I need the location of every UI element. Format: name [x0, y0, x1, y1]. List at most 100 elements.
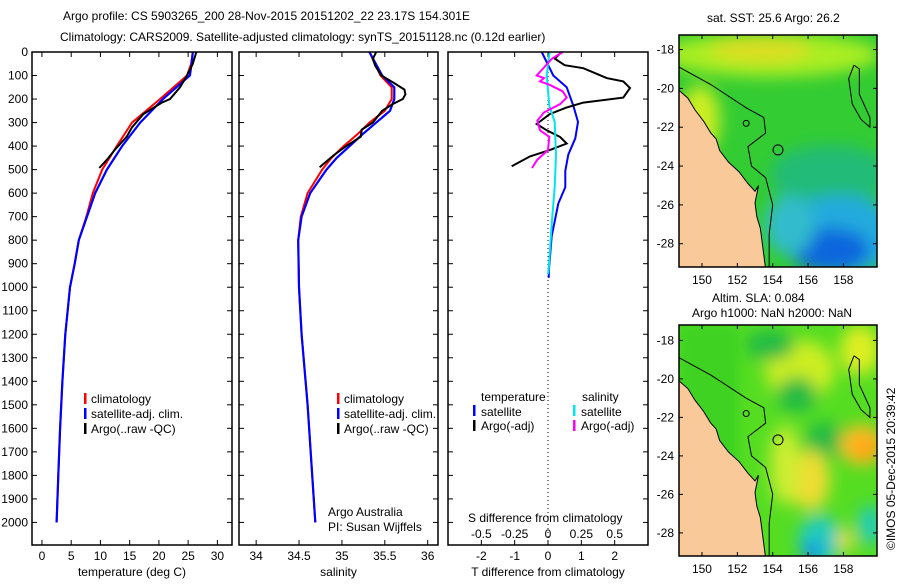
sst-map-title: sat. SST: 25.6 Argo: 26.2 [707, 11, 840, 25]
lat-tick-label: -22 [657, 120, 675, 134]
difference-legend: temperature satellite Argo(-adj) salinit… [468, 390, 634, 525]
legend-swatch-satellite [84, 408, 87, 419]
x-tick-label: 2 [611, 549, 618, 563]
legend-heading-salinity: salinity [582, 390, 619, 404]
sst-map-frame [678, 34, 878, 268]
y-tick-label: 400 [8, 139, 28, 153]
series-line-argo-raw-qc- [98, 51, 198, 169]
legend-swatch-temp-argo [473, 420, 476, 431]
land-australia [679, 89, 766, 267]
lat-tick-label: -20 [657, 81, 675, 95]
lat-tick-label: -28 [657, 526, 675, 540]
x-tick-label: 1 [578, 549, 585, 563]
legend-label: Argo(-adj) [481, 419, 534, 433]
temperature-legend: climatology satellite-adj. clim. Argo(..… [84, 392, 183, 436]
sla-map-frame [678, 324, 878, 557]
x-tick-label: 35 [335, 549, 349, 563]
y-tick-label: 700 [8, 210, 28, 224]
reef-contour [848, 355, 871, 419]
series-line-satellite-adj-clim- [297, 51, 396, 523]
legend-swatch-sal-argo [573, 420, 576, 431]
y-tick-label: 1300 [1, 351, 28, 365]
y-tick-label: 1000 [1, 280, 28, 294]
y-tick-label: 2000 [1, 515, 28, 529]
lon-tick-label: 154 [763, 562, 783, 576]
lon-tick-label: 156 [798, 562, 818, 576]
lat-tick-label: -18 [657, 43, 675, 57]
lat-tick-label: -18 [657, 333, 675, 347]
legend-swatch-argo [337, 423, 340, 434]
s-tick-label: -0.25 [501, 527, 529, 541]
reef-contour [742, 119, 750, 127]
x-tick-label: 10 [94, 549, 108, 563]
lon-tick-label: 152 [727, 273, 747, 287]
legend-swatch-satellite [337, 408, 340, 419]
argo-float-location-marker [772, 434, 784, 446]
legend-label: Argo(..raw -QC) [344, 422, 429, 436]
title-line-1: Argo profile: CS 5903265_200 28-Nov-2015… [63, 9, 470, 23]
x-axis-label: temperature (deg C) [78, 565, 186, 579]
title-line-2: Climatology: CARS2009. Satellite-adjuste… [60, 30, 545, 44]
credit-text: ©IMOS 05-Dec-2015 20:39:42 [884, 387, 898, 550]
reef-contour [742, 410, 750, 418]
lat-tick-label: -24 [657, 449, 675, 463]
x-tick-label: 5 [68, 549, 75, 563]
difference-panel: -2 -1 0 1 2 T difference from climatology -0.5… [447, 51, 649, 579]
annotation-argo-australia: Argo Australia [328, 505, 403, 519]
y-tick-label: 0 [21, 45, 28, 59]
y-tick-label: 100 [8, 69, 28, 83]
argo-float-location-marker [772, 144, 784, 156]
s-axis-label: S difference from climatology [468, 511, 623, 525]
lat-tick-label: -20 [657, 372, 675, 386]
bathymetry-contour [679, 357, 774, 556]
s-tick-label: 0 [545, 527, 552, 541]
y-tick-label: 1100 [2, 304, 28, 318]
lon-tick-label: 158 [833, 562, 853, 576]
legend-label: Argo(-adj) [581, 419, 634, 433]
x-tick-label: -1 [509, 549, 520, 563]
x-tick-label: 34 [249, 549, 263, 563]
legend-label: satellite-adj. clim. [344, 407, 436, 421]
series-line-climatology [55, 51, 194, 523]
series-line-salinity-argo-adj- [531, 51, 568, 169]
lat-tick-label: -26 [657, 198, 675, 212]
s-tick-label: 0.5 [606, 527, 623, 541]
sla-map-title-2: Argo h1000: NaN h2000: NaN [692, 306, 852, 320]
legend-swatch-sal-satellite [573, 405, 576, 416]
s-tick-label: 0.25 [570, 527, 594, 541]
legend-heading-temperature: temperature [481, 390, 546, 404]
lon-tick-label: 156 [798, 273, 818, 287]
legend-swatch-climatology [337, 393, 340, 404]
series-line-temperature-argo-adj- [511, 51, 632, 168]
y-tick-label: 1600 [1, 421, 28, 435]
y-tick-label: 900 [8, 257, 28, 271]
sla-map-title-1: Altim. SLA: 0.084 [712, 291, 805, 305]
y-tick-label: 300 [8, 116, 28, 130]
y-tick-label: 800 [8, 233, 28, 247]
y-tick-label: 200 [8, 92, 28, 106]
lat-tick-label: -28 [657, 237, 675, 251]
lon-tick-label: 150 [692, 273, 712, 287]
x-tick-label: 25 [181, 549, 195, 563]
y-tick-label: 600 [8, 186, 28, 200]
sst-map-axes: 150 152 154 156 158 -18 -20 -22 -24 -26 -28 [657, 35, 877, 287]
lat-tick-label: -26 [657, 487, 675, 501]
lon-tick-label: 154 [763, 273, 783, 287]
legend-swatch-climatology [84, 393, 87, 404]
panel-frame [31, 51, 233, 546]
x-axis-label: salinity [320, 565, 357, 579]
series-line-salinity-satellite [545, 51, 558, 275]
series-line-satellite-adj-clim- [55, 51, 194, 523]
legend-label: climatology [91, 392, 151, 406]
legend-label: satellite-adj. clim. [91, 407, 183, 421]
lat-tick-label: -22 [657, 410, 675, 424]
x-tick-label: -2 [476, 549, 487, 563]
series-line-argo-raw-qc- [318, 51, 407, 169]
legend-label: Argo(..raw -QC) [91, 422, 176, 436]
panel-frame [447, 51, 649, 546]
legend-label: satellite [481, 405, 522, 419]
y-tick-label: 1200 [1, 327, 28, 341]
x-tick-label: 15 [123, 549, 137, 563]
lon-tick-label: 152 [727, 562, 747, 576]
